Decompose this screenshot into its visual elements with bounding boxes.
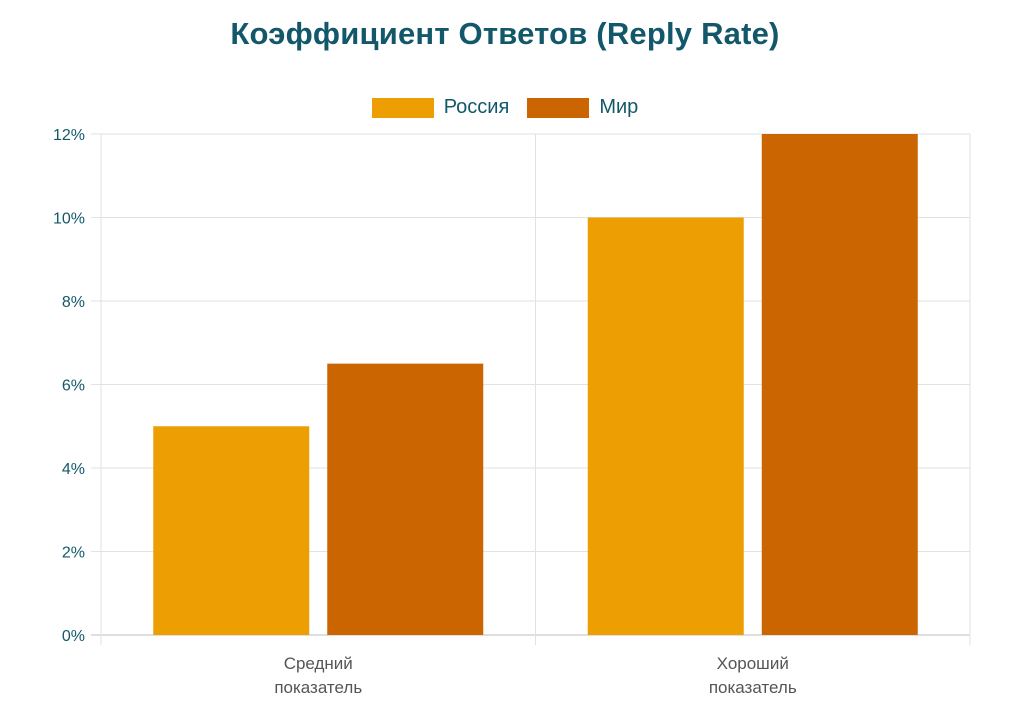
- y-tick-label: 8%: [62, 294, 85, 311]
- x-tick-label: показатель: [709, 678, 797, 697]
- chart-title: Коэффициент Ответов (Reply Rate): [230, 16, 780, 51]
- x-tick-label: Средний: [284, 654, 353, 673]
- bar-world-0: [327, 363, 484, 635]
- bar-world-1: [761, 134, 918, 635]
- legend-item-russia[interactable]: Россия: [371, 96, 510, 119]
- y-tick-label: 10%: [53, 211, 85, 228]
- legend-swatch-world: [527, 97, 590, 118]
- legend-swatch-russia: [371, 97, 434, 118]
- x-tick-label: Хороший: [717, 654, 789, 673]
- legend-label-world: Мир: [599, 96, 639, 118]
- x-tick-label: показатель: [274, 678, 362, 697]
- bar-russia-0: [153, 426, 310, 635]
- y-tick-label: 6%: [62, 378, 85, 395]
- y-tick-label: 4%: [62, 461, 85, 478]
- bar-russia-1: [587, 217, 744, 635]
- y-tick-label: 0%: [62, 628, 85, 645]
- y-tick-label: 12%: [53, 127, 85, 144]
- y-tick-label: 2%: [62, 545, 85, 562]
- legend-item-world[interactable]: Мир: [527, 96, 638, 119]
- legend-label-russia: Россия: [443, 96, 510, 118]
- legend: Россия Мир: [0, 96, 1010, 119]
